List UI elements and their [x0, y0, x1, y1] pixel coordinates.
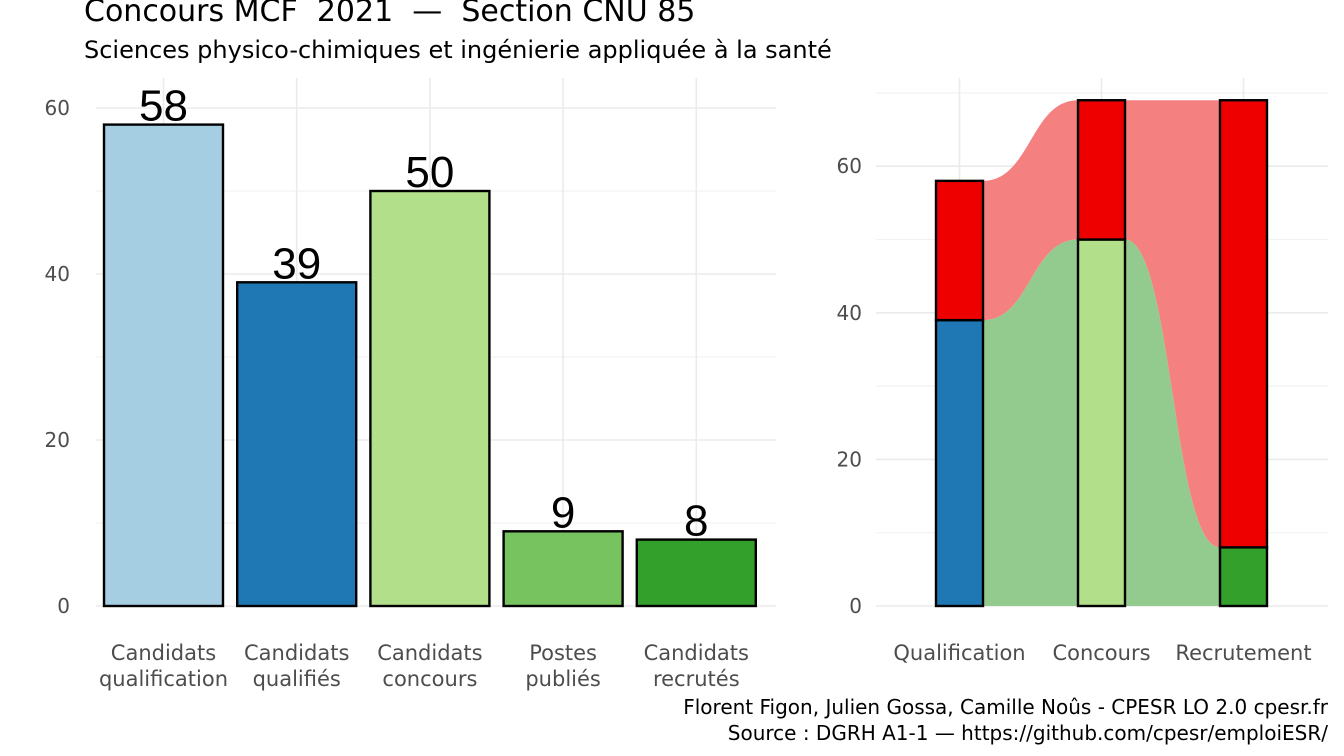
y-tick-label: 60 — [837, 154, 862, 178]
chart-subtitle: Sciences physico-chimiques et ingénierie… — [84, 36, 832, 64]
data-label: 58 — [139, 82, 188, 131]
bar-4 — [635, 538, 757, 608]
caption-line-source: Source : DGRH A1-1 — https://github.com/… — [727, 721, 1328, 745]
y-tick-label: 20 — [45, 428, 70, 452]
flow-band-3 — [1125, 100, 1220, 548]
x-tick-label: Candidats — [111, 641, 216, 665]
x-tick-label: Qualification — [893, 641, 1025, 665]
x-tick-label: Recrutement — [1175, 641, 1311, 665]
right-alluvial-panel: 0 20 40 60 Qualification Concours Recrutement — [837, 78, 1328, 665]
bar-2 — [369, 189, 491, 608]
x-tick-label: Postes — [529, 641, 597, 665]
x-tick-label: concours — [382, 667, 477, 691]
data-label: 50 — [405, 148, 454, 197]
data-label: 9 — [551, 488, 575, 537]
flow-band-2 — [1125, 239, 1220, 606]
bar-3 — [502, 530, 624, 608]
y-tick-label: 40 — [45, 262, 70, 286]
caption-line-authors: Florent Figon, Julien Gossa, Camille Noû… — [683, 695, 1328, 719]
y-tick-label: 20 — [837, 447, 862, 471]
y-tick-label: 0 — [57, 594, 70, 618]
y-tick-label: 60 — [45, 96, 70, 120]
flow-band-0 — [983, 239, 1078, 606]
x-tick-label: publiés — [525, 667, 601, 691]
x-tick-label: Concours — [1052, 641, 1150, 665]
data-label: 8 — [684, 497, 708, 546]
stack-upper-2 — [1218, 99, 1269, 549]
stack-upper-1 — [1076, 99, 1127, 241]
chart-caption: Florent Figon, Julien Gossa, Camille Noû… — [683, 694, 1328, 746]
y-tick-label: 40 — [837, 301, 862, 325]
bar-0 — [102, 123, 225, 608]
x-tick-label: Candidats — [377, 641, 482, 665]
chart-title: Concours MCF 2021 — Section CNU 85 — [84, 0, 696, 29]
bar-1 — [235, 281, 358, 608]
x-tick-label: qualifiés — [253, 667, 341, 691]
x-tick-label: qualification — [99, 667, 228, 691]
x-tick-label: recrutés — [653, 667, 740, 691]
stack-lower-0 — [934, 318, 985, 608]
y-tick-label: 0 — [849, 594, 862, 618]
stack-lower-2 — [1218, 546, 1269, 608]
stack-lower-1 — [1076, 238, 1127, 608]
x-tick-label: Candidats — [644, 641, 749, 665]
data-label: 39 — [272, 239, 321, 288]
stack-upper-0 — [934, 179, 985, 322]
x-tick-label: Candidats — [244, 641, 349, 665]
flow-band-1 — [983, 100, 1078, 321]
